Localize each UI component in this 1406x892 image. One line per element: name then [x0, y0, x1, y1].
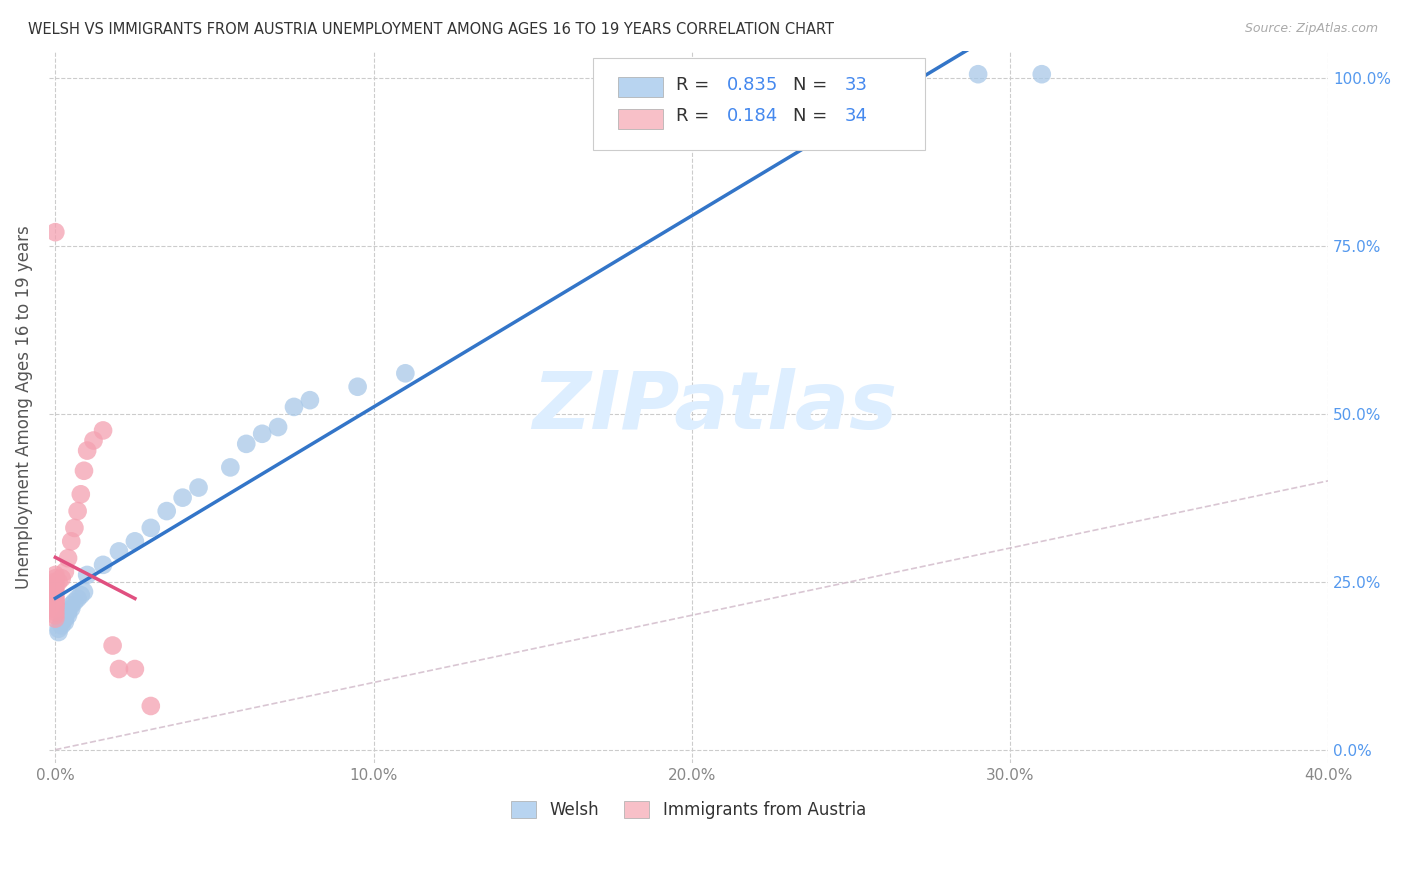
Point: [83, 434, 105, 448]
Y-axis label: Unemployment Among Ages 16 to 19 years: Unemployment Among Ages 16 to 19 years: [15, 225, 32, 589]
Point: [44, 584, 66, 599]
FancyBboxPatch shape: [619, 109, 664, 129]
FancyBboxPatch shape: [592, 58, 925, 151]
Point: [51, 571, 73, 585]
Point: [267, 420, 290, 434]
Point: [63, 595, 86, 609]
Point: [44, 568, 66, 582]
Text: N =: N =: [793, 76, 834, 94]
Point: [250, 426, 273, 441]
Point: [108, 662, 131, 676]
Point: [53, 612, 76, 626]
FancyBboxPatch shape: [619, 77, 664, 97]
Point: [56, 605, 79, 619]
Point: [56, 551, 79, 566]
Point: [156, 504, 179, 518]
Text: R =: R =: [676, 107, 714, 125]
Point: [44, 605, 66, 619]
Point: [44, 582, 66, 596]
Text: 33: 33: [845, 76, 868, 94]
Point: [91, 558, 114, 572]
Point: [1031, 67, 1053, 81]
Point: [44, 598, 66, 612]
Point: [48, 625, 70, 640]
Point: [76, 568, 98, 582]
Point: [44, 591, 66, 606]
Point: [60, 601, 83, 615]
Point: [63, 521, 86, 535]
Legend: Welsh, Immigrants from Austria: Welsh, Immigrants from Austria: [505, 795, 873, 826]
Point: [44, 595, 66, 609]
Point: [346, 380, 368, 394]
Point: [139, 521, 162, 535]
Point: [56, 608, 79, 623]
Point: [69, 487, 91, 501]
Point: [44, 578, 66, 592]
Point: [53, 615, 76, 629]
Text: 0.835: 0.835: [727, 76, 779, 94]
Point: [44, 588, 66, 602]
Point: [44, 601, 66, 615]
Point: [51, 615, 73, 629]
Point: [44, 574, 66, 589]
Point: [73, 584, 96, 599]
Text: 34: 34: [845, 107, 868, 125]
Point: [44, 598, 66, 612]
Point: [235, 437, 257, 451]
Point: [219, 460, 242, 475]
Text: ZIPatlas: ZIPatlas: [531, 368, 897, 446]
Point: [53, 565, 76, 579]
Point: [60, 598, 83, 612]
Point: [124, 662, 146, 676]
Point: [139, 698, 162, 713]
Point: [76, 443, 98, 458]
Text: Source: ZipAtlas.com: Source: ZipAtlas.com: [1244, 22, 1378, 36]
Point: [44, 612, 66, 626]
Point: [394, 366, 416, 380]
Point: [51, 618, 73, 632]
Point: [967, 67, 990, 81]
Point: [66, 591, 89, 606]
Point: [44, 591, 66, 606]
Point: [172, 491, 194, 505]
Point: [108, 544, 131, 558]
Point: [124, 534, 146, 549]
Text: 0.184: 0.184: [727, 107, 778, 125]
Point: [73, 464, 96, 478]
Point: [101, 639, 124, 653]
Point: [48, 574, 70, 589]
Text: N =: N =: [793, 107, 834, 125]
Point: [872, 67, 894, 81]
Text: WELSH VS IMMIGRANTS FROM AUSTRIA UNEMPLOYMENT AMONG AGES 16 TO 19 YEARS CORRELAT: WELSH VS IMMIGRANTS FROM AUSTRIA UNEMPLO…: [28, 22, 834, 37]
Point: [48, 622, 70, 636]
Point: [44, 571, 66, 585]
Point: [298, 393, 321, 408]
Point: [66, 504, 89, 518]
Point: [187, 481, 209, 495]
Point: [44, 225, 66, 239]
Point: [283, 400, 305, 414]
Point: [44, 608, 66, 623]
Text: R =: R =: [676, 76, 714, 94]
Point: [60, 534, 83, 549]
Point: [44, 595, 66, 609]
Point: [69, 588, 91, 602]
Point: [91, 424, 114, 438]
